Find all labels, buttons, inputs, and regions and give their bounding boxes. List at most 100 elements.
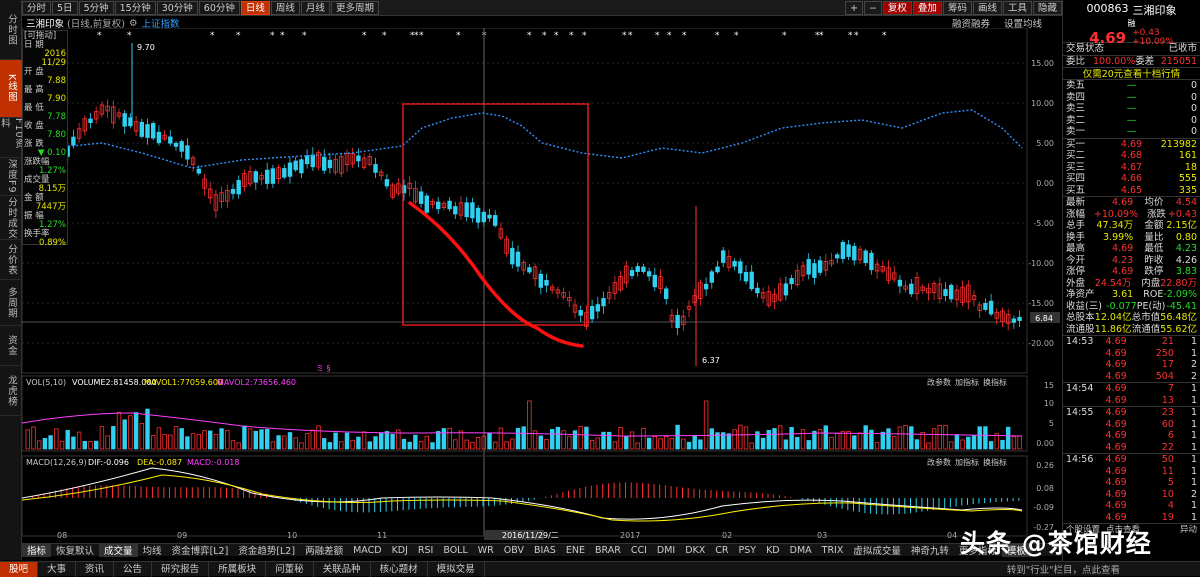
- info-value: 7.78: [47, 112, 66, 122]
- stat-row-cell: 净资产: [1066, 289, 1095, 300]
- toolbar-right-5[interactable]: 画线: [972, 0, 1002, 15]
- kline-chart[interactable]: 15.00 10.00 5.00 0.00 -5.00 -10.00 -15.00 -20.0…: [22, 28, 1062, 548]
- toolbar-right-6[interactable]: 工具: [1002, 0, 1032, 15]
- bottom-tab-9[interactable]: 模拟交易: [428, 561, 485, 577]
- period-4[interactable]: 30分钟: [156, 0, 198, 15]
- bottom-tab-4[interactable]: 研究报告: [152, 561, 210, 577]
- ma-settings-link[interactable]: 设置均线: [1003, 19, 1042, 30]
- period-5[interactable]: 60分钟: [198, 0, 240, 15]
- vol-bar: [390, 433, 395, 450]
- nav-8[interactable]: 龙虎榜: [0, 366, 22, 416]
- indicator-tab-6[interactable]: 两融差额: [305, 546, 344, 557]
- candle: [168, 136, 173, 144]
- period-7[interactable]: 周线: [270, 0, 300, 15]
- indicator-tab-10[interactable]: BOLL: [443, 544, 468, 556]
- indicator-tab-13[interactable]: BIAS: [533, 544, 556, 556]
- period-0[interactable]: 分时: [22, 0, 52, 15]
- period-9[interactable]: 更多周期: [330, 0, 379, 15]
- bottom-tab-3[interactable]: 公告: [114, 561, 153, 577]
- nav-1[interactable]: K线图: [0, 60, 22, 118]
- indicator-tab-5[interactable]: 资金趋势[L2]: [238, 546, 296, 557]
- indicator-tab-8[interactable]: KDJ: [391, 544, 408, 556]
- index-overlay-label[interactable]: 上证指数: [141, 19, 180, 30]
- bottom-status[interactable]: 转到"行业"栏目，点此查看: [1006, 565, 1120, 576]
- candle: [624, 265, 629, 284]
- bottom-tab-2[interactable]: 资讯: [76, 561, 115, 577]
- nav-2[interactable]: F10资料: [0, 118, 24, 158]
- period-2[interactable]: 5分钟: [78, 0, 114, 15]
- indicator-tab-25[interactable]: 神奇九转: [910, 546, 949, 557]
- period-1[interactable]: 5日: [52, 0, 78, 15]
- indicator-tab-19[interactable]: CR: [715, 544, 729, 556]
- indicator-tab-3[interactable]: 均线: [142, 546, 162, 557]
- indicator-tab-2[interactable]: 成交量: [99, 543, 138, 557]
- settings-icon[interactable]: ⚙: [128, 17, 138, 29]
- tab-stock-settings[interactable]: 个股设置: [1066, 525, 1101, 535]
- index-overlay-line: [22, 109, 1023, 169]
- nav-3[interactable]: 深度F9: [0, 158, 22, 196]
- indicator-tab-12[interactable]: OBV: [503, 544, 524, 556]
- ask-row-cell: 0: [1190, 114, 1198, 126]
- tab-view[interactable]: 点击查看: [1106, 525, 1141, 535]
- indicator-tab-7[interactable]: MACD: [353, 544, 382, 556]
- indicator-tab-17[interactable]: DMI: [656, 544, 676, 556]
- period-8[interactable]: 月线: [300, 0, 330, 15]
- bottom-tab-5[interactable]: 所属板块: [209, 561, 267, 577]
- info-box[interactable]: [可拖动] 日 期 2016 11/29 开 盘 7.88 最 高 7.90 最 低 7.78 收 …: [22, 30, 68, 248]
- ask-row-cell: 0: [1190, 126, 1198, 137]
- indicator-tab-23[interactable]: TRIX: [821, 544, 844, 556]
- nav-0[interactable]: 分时图: [0, 0, 22, 60]
- trade-status-cell: 交易状态: [1066, 43, 1105, 54]
- info-row: 成交量: [24, 176, 66, 185]
- vol-bar: [492, 441, 498, 450]
- indicator-tab-16[interactable]: CCI: [630, 544, 647, 556]
- toolbar-right-4[interactable]: 筹码: [942, 0, 972, 15]
- indicator-tab-15[interactable]: BRAR: [594, 544, 621, 556]
- indicator-tab-0[interactable]: 指标: [22, 543, 52, 557]
- ask-row-cell: 卖四: [1066, 91, 1086, 103]
- bottom-tab-8[interactable]: 核心题材: [371, 561, 428, 577]
- indicator-tab-24[interactable]: 虚拟成交量: [853, 546, 901, 557]
- bid-row-cell: 335: [1178, 184, 1198, 196]
- toolbar-right-0[interactable]: +: [844, 0, 863, 15]
- toolbar-right-7[interactable]: 隐藏: [1032, 0, 1062, 15]
- nav-4[interactable]: 分时成交: [0, 196, 22, 240]
- indicator-tab-1[interactable]: 恢复默认: [56, 546, 95, 557]
- bottom-tab-6[interactable]: 问董秘: [266, 561, 314, 577]
- indicator-tab-14[interactable]: ENE: [565, 544, 585, 556]
- indicator-tab-11[interactable]: WR: [477, 544, 494, 556]
- indicator-tab-4[interactable]: 资金博弈[L2]: [171, 546, 229, 557]
- indicator-tab-22[interactable]: DMA: [789, 544, 812, 556]
- toolbar-right-3[interactable]: 叠加: [912, 0, 942, 15]
- trade-status: 交易状态 已收市: [1063, 43, 1200, 55]
- margin-trading-link[interactable]: 融资融券: [951, 19, 990, 30]
- tab-abnormal[interactable]: 异动: [1179, 525, 1197, 535]
- bottom-tab-7[interactable]: 关联品种: [314, 561, 371, 577]
- nav-5[interactable]: 分价表: [0, 240, 22, 280]
- toolbar-right-2[interactable]: 复权: [882, 0, 912, 15]
- nav-6[interactable]: 多周期: [0, 280, 22, 326]
- bottom-tab-0[interactable]: 股吧: [0, 561, 39, 577]
- candle: [555, 289, 561, 294]
- indicator-tab-26[interactable]: 更多指标: [958, 546, 997, 557]
- period-3[interactable]: 15分钟: [114, 0, 156, 15]
- indicator-tab-27[interactable]: 模板: [1001, 543, 1031, 557]
- toolbar-right-1[interactable]: −: [863, 0, 882, 15]
- candle: [71, 136, 76, 146]
- period-6[interactable]: 日线: [240, 0, 270, 15]
- indicator-tab-20[interactable]: PSY: [738, 544, 757, 556]
- candle: [94, 111, 99, 120]
- vol-bar: [25, 429, 30, 450]
- bottom-tab-1[interactable]: 大事: [38, 561, 77, 577]
- candle: [738, 261, 743, 274]
- nav-7[interactable]: 资金: [0, 326, 22, 366]
- promo-link[interactable]: 仅需20元查看十档行情: [1063, 67, 1200, 80]
- candle: [681, 315, 686, 326]
- current-price-tag: [1030, 312, 1060, 323]
- star-mark: *: [682, 31, 687, 41]
- indicator-tab-18[interactable]: DKX: [685, 544, 706, 556]
- vol-bar: [65, 430, 70, 450]
- ask-row-cell: —: [1126, 91, 1137, 103]
- indicator-tab-9[interactable]: RSI: [417, 544, 434, 556]
- indicator-tab-21[interactable]: KD: [766, 544, 780, 556]
